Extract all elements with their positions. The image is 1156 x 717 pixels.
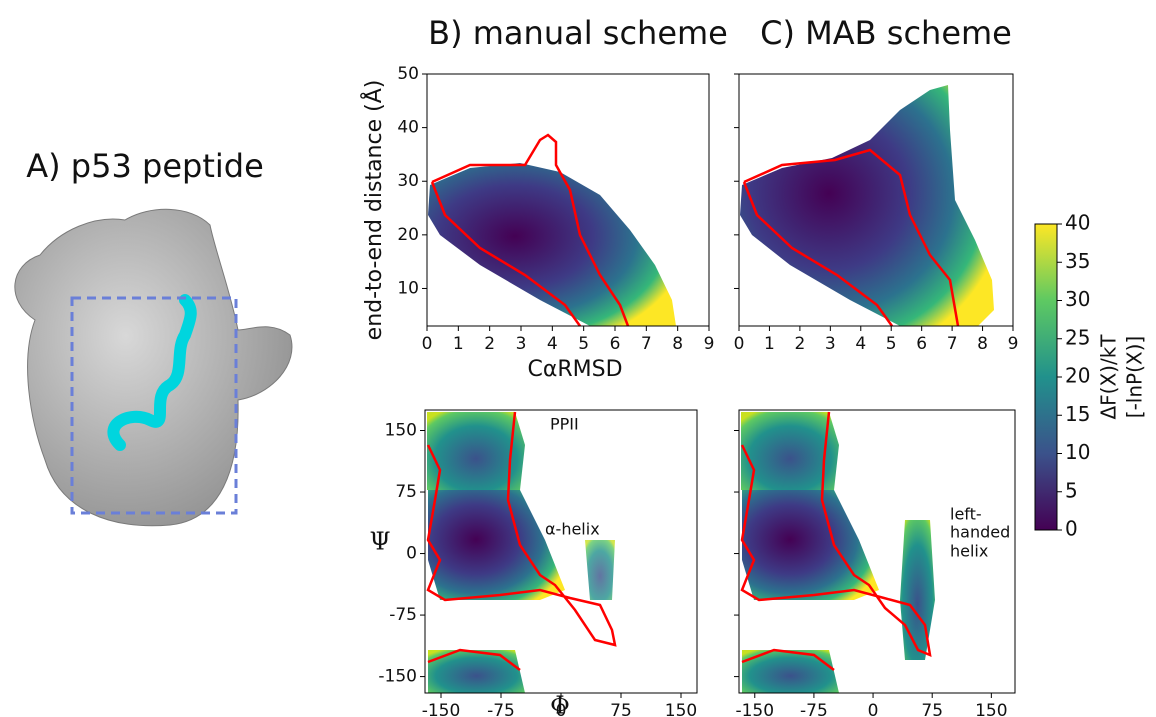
annotation: PPII [550, 415, 579, 434]
colorbar-tick-label: 30 [1065, 287, 1090, 311]
x-tick-label: 2 [794, 334, 805, 354]
colorbar-tick-label: 35 [1065, 249, 1090, 273]
colorbar-tick-label: 20 [1065, 364, 1090, 388]
x-tick-label: 4 [855, 334, 866, 354]
colorbar-tick-label: 25 [1065, 325, 1090, 349]
y-tick-label: -75 [389, 605, 417, 625]
panel-title: A) p53 peptide [26, 147, 264, 185]
x-tick-label: 6 [610, 334, 621, 354]
density-bottom-left [426, 411, 617, 693]
x-tick-label: 6 [916, 334, 927, 354]
x-tick-label: -150 [422, 701, 461, 717]
x-tick-label: 0 [556, 701, 567, 717]
x-tick-label: 1 [453, 334, 464, 354]
x-tick-label: 2 [484, 334, 495, 354]
x-tick-label: 75 [921, 701, 943, 717]
density-top-left [428, 133, 676, 327]
density-top-right [740, 85, 994, 327]
x-tick-label: 5 [578, 334, 589, 354]
x-axis-label: Φ [550, 692, 570, 717]
annotation: left- [950, 505, 982, 524]
x-tick-label: -75 [800, 701, 828, 717]
x-axis-label: CαRMSD [527, 357, 622, 382]
plot-frame [738, 73, 1014, 327]
y-axis-label: Ψ [369, 528, 390, 556]
x-tick-label: -150 [735, 701, 774, 717]
x-tick-label: 0 [734, 334, 745, 354]
y-axis-label: end-to-end distance (Å) [360, 80, 387, 341]
colorbar [1034, 223, 1058, 531]
y-tick-label: 75 [395, 482, 417, 502]
panel-title: B) manual scheme [428, 14, 728, 52]
colorbar-tick-label: 15 [1065, 402, 1090, 426]
annotation: α-helix [545, 520, 600, 539]
x-tick-label: 0 [868, 701, 879, 717]
y-tick-label: 10 [397, 278, 419, 298]
x-tick-label: 75 [610, 701, 632, 717]
x-tick-label: 150 [975, 701, 1007, 717]
x-tick-label: -75 [487, 701, 515, 717]
colorbar-tick-label: 0 [1065, 517, 1078, 541]
x-tick-label: 9 [704, 334, 715, 354]
colorbar-tick-label: 40 [1065, 211, 1090, 235]
x-tick-label: 3 [825, 334, 836, 354]
annotation: helix [950, 542, 988, 561]
y-tick-label: -150 [378, 667, 417, 687]
x-tick-label: 3 [516, 334, 527, 354]
y-tick-label: 0 [406, 544, 417, 564]
x-tick-label: 7 [641, 334, 652, 354]
colorbar-tick-label: 10 [1065, 440, 1090, 464]
y-tick-label: 20 [397, 225, 419, 245]
x-tick-label: 4 [547, 334, 558, 354]
density-bottom-right [740, 411, 935, 693]
annotation: handed [950, 523, 1010, 542]
colorbar-label: [-lnP(X)] [1123, 336, 1147, 418]
x-tick-label: 150 [665, 701, 697, 717]
x-tick-label: 0 [422, 334, 433, 354]
y-tick-label: 50 [397, 64, 419, 84]
x-tick-label: 5 [886, 334, 897, 354]
protein-illustration [14, 208, 293, 527]
plot-frame [738, 409, 1016, 694]
x-tick-label: 1 [764, 334, 775, 354]
y-tick-label: 150 [385, 421, 417, 441]
panel-title: C) MAB scheme [760, 14, 1012, 52]
colorbar-tick-label: 5 [1065, 478, 1078, 502]
y-tick-label: 40 [397, 118, 419, 138]
colorbar-label: ΔF(X)/kT [1097, 334, 1121, 420]
plot-frame [426, 73, 710, 327]
x-tick-label: 7 [947, 334, 958, 354]
x-tick-label: 9 [1008, 334, 1019, 354]
x-tick-label: 8 [977, 334, 988, 354]
x-tick-label: 8 [672, 334, 683, 354]
y-tick-label: 30 [397, 171, 419, 191]
